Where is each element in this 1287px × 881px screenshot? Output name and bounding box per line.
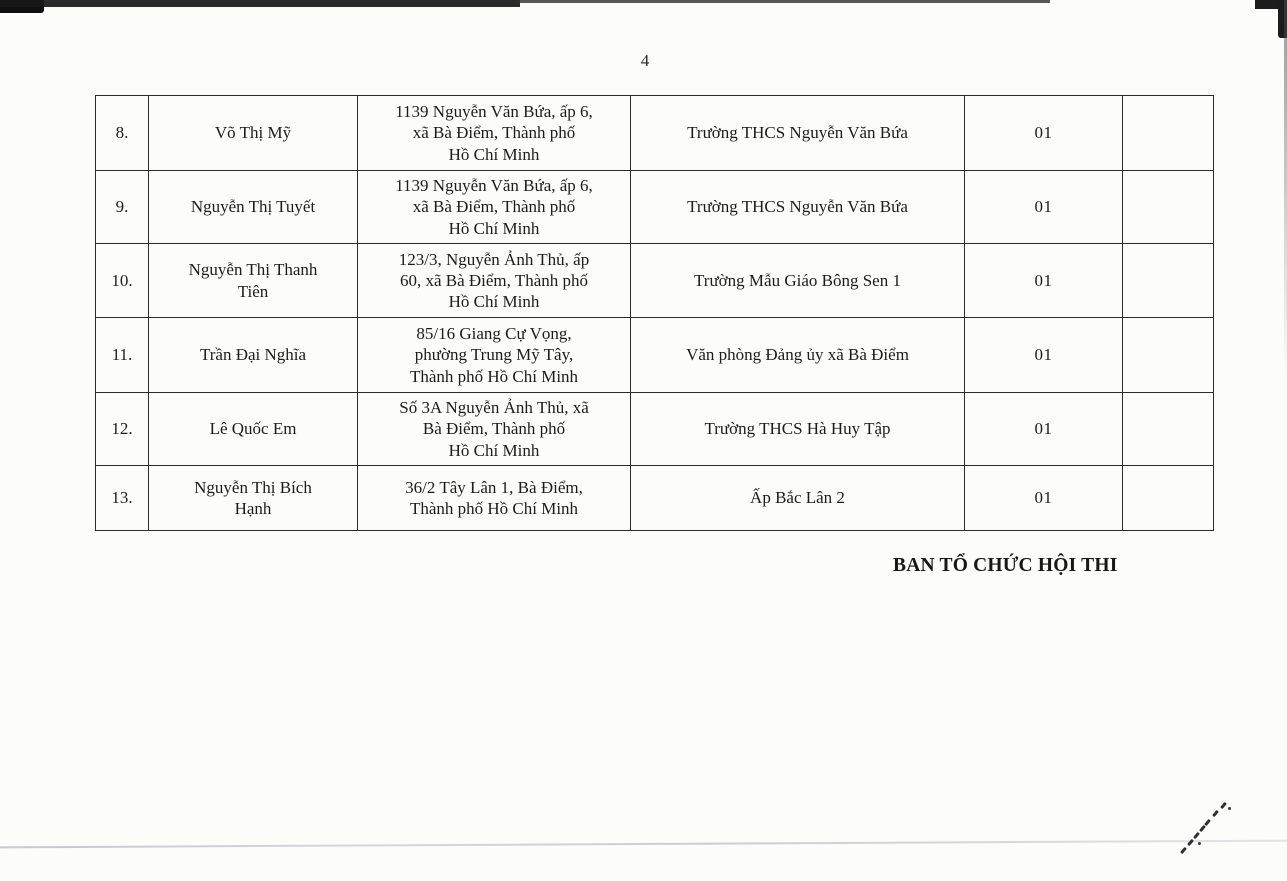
row-number-cell: 11. bbox=[95, 317, 149, 393]
name-cell: Nguyễn Thị Thanh Tiên bbox=[148, 243, 358, 318]
table-row: 11. Trần Đại Nghĩa 85/16 Giang Cự Vọng, … bbox=[95, 317, 1214, 393]
unit-cell: Trường THCS Hà Huy Tập bbox=[630, 392, 965, 466]
name-cell: Võ Thị Mỹ bbox=[148, 95, 358, 171]
scan-edge-artifact bbox=[1255, 0, 1287, 9]
scan-crease-line bbox=[0, 839, 1287, 849]
address-cell: 85/16 Giang Cự Vọng, phường Trung Mỹ Tây… bbox=[357, 317, 631, 393]
address-cell: Số 3A Nguyễn Ảnh Thủ, xã Bà Điểm, Thành … bbox=[357, 392, 631, 466]
scan-edge-artifact bbox=[1278, 0, 1287, 38]
quantity-cell: 01 bbox=[964, 95, 1123, 171]
note-cell bbox=[1122, 243, 1214, 318]
table-row: 9. Nguyễn Thị Tuyết 1139 Nguyễn Văn Bứa,… bbox=[95, 170, 1214, 244]
row-number-cell: 13. bbox=[95, 465, 149, 531]
quantity-cell: 01 bbox=[964, 170, 1123, 244]
note-cell bbox=[1122, 170, 1214, 244]
scan-edge-artifact bbox=[515, 0, 1050, 3]
table-row: 10. Nguyễn Thị Thanh Tiên 123/3, Nguyễn … bbox=[95, 243, 1214, 318]
table-row: 12. Lê Quốc Em Số 3A Nguyễn Ảnh Thủ, xã … bbox=[95, 392, 1214, 466]
unit-cell: Trường THCS Nguyễn Văn Bứa bbox=[630, 95, 965, 171]
row-number-cell: 8. bbox=[95, 95, 149, 171]
note-cell bbox=[1122, 392, 1214, 466]
name-cell: Trần Đại Nghĩa bbox=[148, 317, 358, 393]
row-number-cell: 12. bbox=[95, 392, 149, 466]
address-cell: 1139 Nguyễn Văn Bứa, ấp 6, xã Bà Điểm, T… bbox=[357, 170, 631, 244]
address-cell: 123/3, Nguyễn Ảnh Thủ, ấp 60, xã Bà Điểm… bbox=[357, 243, 631, 318]
address-cell: 1139 Nguyễn Văn Bứa, ấp 6, xã Bà Điểm, T… bbox=[357, 95, 631, 171]
name-cell: Nguyễn Thị Tuyết bbox=[148, 170, 358, 244]
row-number-cell: 9. bbox=[95, 170, 149, 244]
quantity-cell: 01 bbox=[964, 243, 1123, 318]
quantity-cell: 01 bbox=[964, 392, 1123, 466]
unit-cell: Văn phòng Đảng ủy xã Bà Điểm bbox=[630, 317, 965, 393]
unit-cell: Trường THCS Nguyễn Văn Bứa bbox=[630, 170, 965, 244]
table-row: 13. Nguyễn Thị Bích Hạnh 36/2 Tây Lân 1,… bbox=[95, 465, 1214, 531]
quantity-cell: 01 bbox=[964, 317, 1123, 393]
pen-marks-artifact bbox=[1178, 795, 1240, 859]
name-cell: Nguyễn Thị Bích Hạnh bbox=[148, 465, 358, 531]
table-row: 8. Võ Thị Mỹ 1139 Nguyễn Văn Bứa, ấp 6, … bbox=[95, 95, 1214, 171]
name-cell: Lê Quốc Em bbox=[148, 392, 358, 466]
address-cell: 36/2 Tây Lân 1, Bà Điểm, Thành phố Hồ Ch… bbox=[357, 465, 631, 531]
page-number: 4 bbox=[640, 51, 650, 70]
unit-cell: Trường Mẫu Giáo Bông Sen 1 bbox=[630, 243, 965, 318]
scan-edge-artifact bbox=[0, 0, 520, 7]
scan-edge-artifact bbox=[0, 0, 44, 13]
note-cell bbox=[1122, 465, 1214, 531]
note-cell bbox=[1122, 317, 1214, 393]
quantity-cell: 01 bbox=[964, 465, 1123, 531]
row-number-cell: 10. bbox=[95, 243, 149, 318]
organizing-committee-title: BAN TỔ CHỨC HỘI THI bbox=[893, 555, 1118, 576]
unit-cell: Ấp Bắc Lân 2 bbox=[630, 465, 965, 531]
note-cell bbox=[1122, 95, 1214, 171]
participant-roster-table: 8. Võ Thị Mỹ 1139 Nguyễn Văn Bứa, ấp 6, … bbox=[95, 95, 1214, 531]
